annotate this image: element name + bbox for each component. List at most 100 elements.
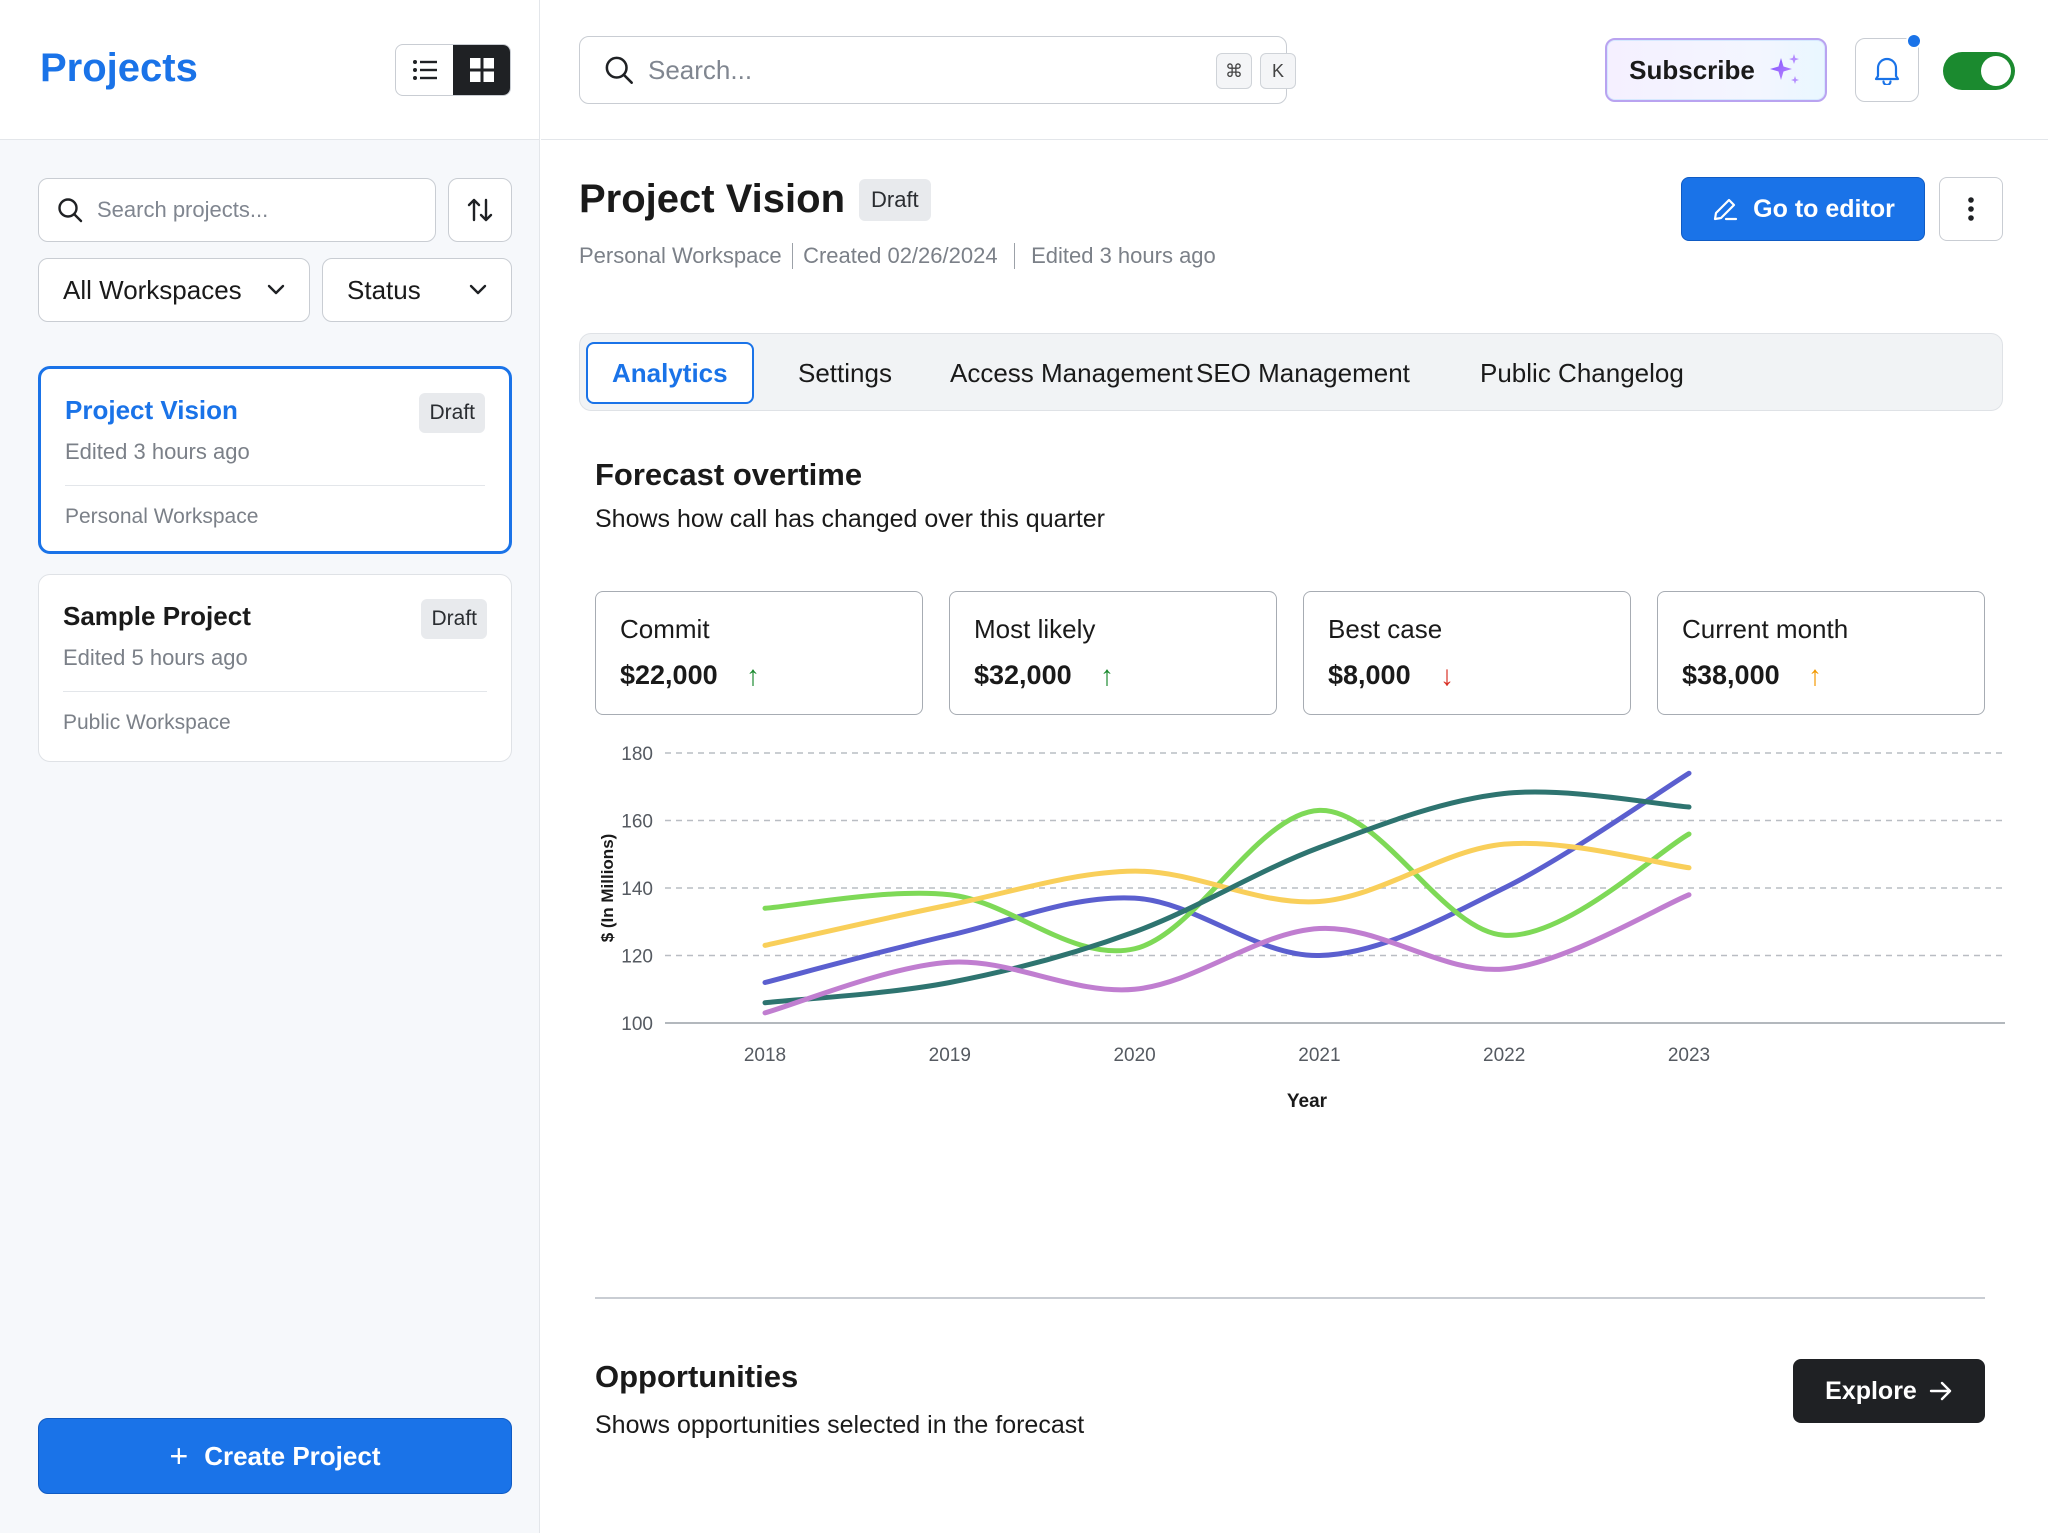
global-search-input[interactable] — [648, 54, 1148, 86]
project-edited: Edited 3 hours ago — [1031, 243, 1216, 268]
y-axis-label: $ (In Millions) — [598, 834, 617, 943]
toggle-knob — [1981, 56, 2011, 86]
project-workspace: Personal Workspace — [579, 243, 782, 268]
explore-label: Explore — [1825, 1376, 1917, 1405]
explore-button[interactable]: Explore — [1793, 1359, 1985, 1423]
more-options-button[interactable] — [1939, 177, 2003, 241]
list-icon — [412, 60, 437, 80]
project-created: Created 02/26/2024 — [803, 243, 998, 268]
stat-card: Commit $22,000 ↑ — [595, 591, 923, 715]
page-title: Project Vision — [579, 177, 846, 221]
status-filter-label: Status — [347, 274, 421, 305]
meta-separator — [791, 243, 794, 269]
chevron-down-icon — [267, 284, 285, 295]
x-tick-label: 2022 — [1483, 1045, 1525, 1066]
opportunities-subtitle: Shows opportunities selected in the fore… — [595, 1411, 1085, 1439]
project-card-name: Sample Project — [63, 601, 251, 631]
tab-bar: Analytics Settings Access Management SEO… — [579, 333, 2003, 411]
bell-icon — [1874, 57, 1900, 85]
sort-button[interactable] — [448, 178, 512, 242]
stat-label: Current month — [1682, 614, 1849, 644]
project-search — [38, 178, 436, 242]
tab-seo-management[interactable]: SEO Management — [1196, 357, 1410, 388]
stat-value: $22,000 — [620, 660, 718, 690]
status-badge: Draft — [421, 599, 487, 639]
x-axis-label: Year — [1287, 1091, 1328, 1112]
go-to-editor-button[interactable]: Go to editor — [1681, 177, 1925, 241]
list-view-button[interactable] — [396, 45, 453, 95]
subscribe-button[interactable]: Subscribe — [1605, 38, 1827, 102]
project-search-input[interactable] — [97, 197, 397, 223]
status-filter[interactable]: Status — [322, 258, 512, 322]
tab-public-changelog[interactable]: Public Changelog — [1480, 357, 1684, 388]
series-line-2 — [762, 807, 1692, 954]
project-card-workspace: Personal Workspace — [65, 505, 259, 528]
global-search: ⌘ K — [579, 36, 1296, 104]
view-toggle — [395, 44, 511, 96]
arrow-up-icon: ↑ — [746, 660, 760, 691]
meta-separator — [1013, 243, 1016, 269]
forecast-chart: 100 120 140 160 180 2018 2019 2020 2021 2022 2023 Y… — [598, 744, 2005, 1112]
arrow-up-icon: ↑ — [1100, 660, 1114, 691]
command-key-hint: ⌘ — [1216, 53, 1252, 89]
y-tick-label: 120 — [621, 947, 653, 968]
status-badge: Draft — [419, 393, 485, 433]
create-project-button[interactable]: + Create Project — [38, 1418, 512, 1494]
tab-settings[interactable]: Settings — [798, 357, 892, 388]
k-key-hint: K — [1260, 53, 1296, 89]
workspace-filter[interactable]: All Workspaces — [38, 258, 310, 322]
divider — [63, 691, 487, 692]
grid-icon — [469, 58, 494, 82]
subscribe-label: Subscribe — [1629, 54, 1755, 85]
stat-value: $8,000 — [1328, 660, 1411, 690]
project-card-workspace: Public Workspace — [63, 711, 231, 734]
project-card-name: Project Vision — [65, 395, 238, 425]
more-vertical-icon — [1968, 197, 1974, 221]
stat-value: $32,000 — [974, 660, 1072, 690]
divider — [65, 485, 485, 486]
tab-analytics[interactable]: Analytics — [586, 342, 754, 404]
sidebar-title: Projects — [40, 46, 198, 90]
go-to-editor-label: Go to editor — [1753, 194, 1895, 223]
arrow-down-icon: ↓ — [1440, 660, 1454, 691]
series-line-5 — [762, 892, 1692, 1016]
top-bar: ⌘ K Subscribe — [541, 0, 2048, 140]
x-tick-label: 2021 — [1298, 1045, 1340, 1066]
y-tick-label: 100 — [621, 1014, 653, 1035]
notifications-button[interactable] — [1855, 33, 1922, 102]
project-card[interactable]: Project Vision Draft Edited 3 hours ago … — [38, 366, 512, 554]
y-tick-label: 180 — [621, 744, 653, 765]
y-tick-label: 140 — [621, 879, 653, 900]
stat-card: Best case $8,000 ↓ — [1303, 591, 1631, 715]
theme-toggle[interactable] — [1943, 52, 2015, 90]
arrow-right-icon — [1929, 1381, 1952, 1401]
forecast-subtitle: Shows how call has changed over this qua… — [595, 505, 1106, 533]
notification-dot — [1906, 33, 1922, 49]
x-tick-label: 2020 — [1113, 1045, 1155, 1066]
grid-view-button[interactable] — [453, 45, 510, 95]
sort-icon — [467, 198, 493, 222]
search-icon — [605, 56, 633, 84]
tab-access-management[interactable]: Access Management — [950, 357, 1193, 388]
x-tick-label: 2023 — [1668, 1045, 1710, 1066]
workspace-filter-label: All Workspaces — [63, 274, 242, 305]
status-badge: Draft — [859, 179, 931, 221]
y-tick-label: 160 — [621, 812, 653, 833]
stat-label: Best case — [1328, 614, 1443, 644]
search-icon — [58, 198, 83, 223]
stat-label: Most likely — [974, 614, 1096, 644]
opportunities-title: Opportunities — [595, 1359, 799, 1394]
arrow-up-icon: ↑ — [1808, 660, 1822, 691]
stat-label: Commit — [620, 614, 710, 644]
pencil-icon — [1714, 198, 1738, 221]
chevron-down-icon — [469, 284, 487, 295]
x-tick-label: 2019 — [929, 1045, 971, 1066]
plus-icon: + — [169, 1437, 189, 1474]
project-card-edited: Edited 5 hours ago — [63, 645, 248, 670]
create-project-label: Create Project — [204, 1440, 381, 1471]
project-card[interactable]: Sample Project Draft Edited 5 hours ago … — [38, 574, 512, 762]
sparkle-icon — [1769, 54, 1799, 84]
series-line-4 — [762, 789, 1692, 1006]
sidebar-header: Projects — [0, 0, 539, 140]
stat-value: $38,000 — [1682, 660, 1780, 690]
